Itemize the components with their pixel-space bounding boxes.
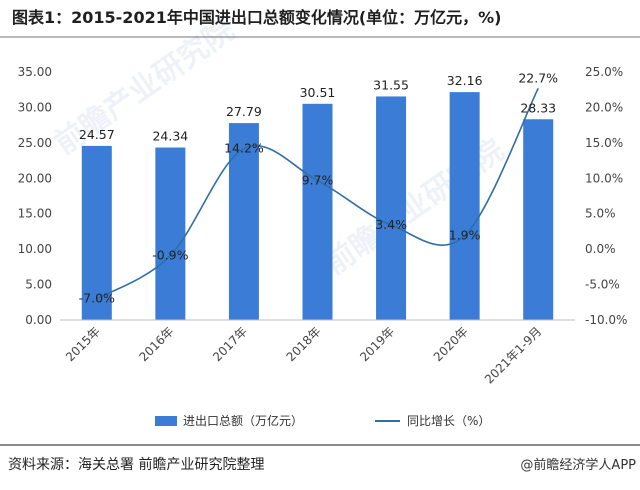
brand-credit: @前瞻经济学人APP — [520, 458, 636, 473]
bar-value-label: 24.34 — [152, 129, 188, 144]
bar-value-label: 31.55 — [373, 77, 409, 92]
legend-bar-swatch — [155, 416, 177, 426]
x-tick-label: 2020年 — [431, 324, 471, 364]
bar-5 — [376, 96, 407, 321]
bar-2 — [155, 147, 186, 320]
growth-value-label: 3.4% — [375, 217, 407, 232]
growth-value-label: 14.2% — [224, 141, 264, 156]
x-tick-label: 2016年 — [136, 324, 176, 364]
left-tick-label: 25.00 — [18, 136, 52, 150]
growth-value-label: -7.0% — [79, 291, 115, 306]
growth-line — [96, 87, 539, 300]
source-note: 资料来源：海关总署 前瞻产业研究院整理 — [8, 457, 265, 473]
right-axis: -10.0% -5.0% 0.0% 5.0% 10.0% 15.0% 20.0% 25.0% — [585, 65, 627, 327]
bar-value-label: 28.33 — [520, 100, 556, 115]
growth-value-label: 1.9% — [449, 228, 481, 243]
right-tick-label: 15.0% — [585, 136, 623, 150]
left-axis: 0.00 5.00 10.00 15.00 20.00 25.00 30.00 35.00 — [18, 65, 52, 327]
bar-7 — [523, 119, 554, 320]
title-divider — [0, 36, 640, 38]
right-tick-label: -10.0% — [585, 313, 627, 327]
bar-6 — [449, 92, 480, 320]
bar-value-label: 24.57 — [79, 127, 115, 142]
legend-bar-label: 进出口总额（万亿元） — [183, 413, 303, 428]
x-axis: 2015年 2016年 2017年 2018年 2019年 2020年 2021年1-9月 — [60, 319, 575, 387]
growth-value-label: -0.9% — [152, 248, 188, 263]
growth-value-label: 9.7% — [302, 172, 334, 187]
data-labels: 24.57 24.34 27.79 30.51 31.55 32.16 28.33 -7.0%… — [79, 70, 559, 305]
left-tick-label: 30.00 — [18, 100, 52, 114]
bar-series — [81, 92, 554, 321]
footer-divider — [0, 444, 640, 446]
right-tick-label: 5.0% — [585, 207, 616, 221]
bar-value-label: 32.16 — [447, 73, 483, 88]
legend-line-label: 同比增长（%） — [407, 414, 490, 428]
right-tick-label: 25.0% — [585, 65, 623, 79]
right-tick-label: 0.0% — [585, 242, 616, 256]
bar-value-label: 27.79 — [226, 104, 262, 119]
bar-4 — [302, 103, 333, 321]
line-series — [96, 87, 539, 300]
chart-title: 图表1：2015-2021年中国进出口总额变化情况(单位：万亿元，%) — [12, 8, 502, 27]
watermark-text: 前瞻产业研究院 — [49, 13, 241, 162]
legend: 进出口总额（万亿元） 同比增长（%） — [155, 413, 490, 428]
x-tick-label: 2017年 — [210, 324, 250, 364]
left-tick-label: 10.00 — [18, 242, 52, 256]
x-tick-label: 2015年 — [63, 324, 103, 364]
watermark-text: 前瞻产业研究院 — [319, 133, 511, 282]
bar-value-label: 30.51 — [300, 85, 336, 100]
right-tick-label: 10.0% — [585, 171, 623, 185]
x-tick-label: 2021年1-9月 — [482, 324, 544, 386]
left-tick-label: 20.00 — [18, 171, 52, 185]
right-tick-label: -5.0% — [585, 278, 620, 292]
x-tick-label: 2019年 — [357, 324, 397, 364]
bar-1 — [81, 145, 112, 320]
left-tick-label: 5.00 — [25, 278, 52, 292]
growth-value-label: 22.7% — [518, 70, 558, 85]
left-tick-label: 15.00 — [18, 207, 52, 221]
right-tick-label: 20.0% — [585, 100, 623, 114]
left-tick-label: 0.00 — [25, 313, 52, 327]
left-tick-label: 35.00 — [18, 65, 52, 79]
x-tick-label: 2018年 — [284, 324, 324, 364]
